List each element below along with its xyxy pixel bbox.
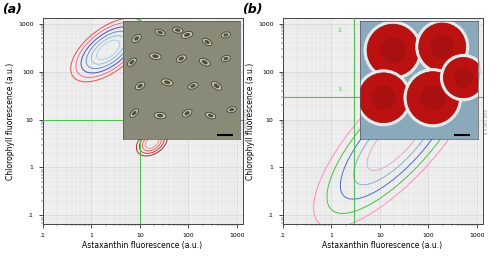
Ellipse shape — [175, 28, 180, 32]
Circle shape — [380, 37, 406, 63]
Ellipse shape — [128, 58, 136, 66]
Ellipse shape — [202, 60, 208, 64]
Circle shape — [364, 21, 422, 80]
Circle shape — [367, 24, 419, 76]
Text: 4: 4 — [172, 111, 175, 117]
Ellipse shape — [200, 58, 210, 66]
Ellipse shape — [204, 40, 210, 44]
Ellipse shape — [178, 57, 184, 61]
Ellipse shape — [152, 54, 158, 58]
Ellipse shape — [227, 107, 236, 113]
Ellipse shape — [214, 84, 220, 88]
Ellipse shape — [150, 53, 161, 60]
Ellipse shape — [184, 33, 190, 37]
Ellipse shape — [154, 112, 166, 119]
Ellipse shape — [130, 60, 134, 64]
Ellipse shape — [229, 108, 234, 111]
Circle shape — [407, 72, 459, 124]
Text: 3: 3 — [123, 111, 127, 117]
Text: (b): (b) — [242, 3, 263, 16]
Ellipse shape — [212, 82, 222, 90]
Ellipse shape — [190, 84, 196, 88]
Ellipse shape — [206, 112, 216, 119]
X-axis label: Astaxanthin fluorescence (a.u.): Astaxanthin fluorescence (a.u.) — [82, 241, 202, 250]
Text: 4.1 0E1 2O3: 4.1 0E1 2O3 — [486, 109, 490, 134]
Ellipse shape — [176, 55, 186, 62]
Ellipse shape — [138, 84, 143, 88]
Ellipse shape — [222, 55, 230, 62]
Ellipse shape — [164, 80, 170, 84]
Ellipse shape — [208, 114, 214, 117]
Circle shape — [371, 85, 396, 110]
Text: 4: 4 — [401, 87, 405, 92]
Ellipse shape — [132, 34, 141, 43]
Ellipse shape — [202, 38, 212, 46]
Ellipse shape — [130, 109, 138, 118]
Circle shape — [440, 54, 487, 101]
Text: C1 28E1 2O3: C1 28E1 2O3 — [246, 108, 250, 135]
Text: 1: 1 — [338, 28, 342, 34]
Ellipse shape — [162, 79, 173, 86]
Ellipse shape — [224, 57, 228, 60]
Circle shape — [419, 23, 466, 70]
Text: 1: 1 — [401, 28, 405, 34]
Ellipse shape — [188, 83, 198, 89]
Ellipse shape — [182, 109, 192, 117]
Text: 3: 3 — [338, 87, 342, 92]
Circle shape — [356, 69, 412, 126]
Ellipse shape — [224, 33, 228, 37]
Ellipse shape — [155, 29, 165, 36]
Y-axis label: Chlorophyll fluorescence (a.u.): Chlorophyll fluorescence (a.u.) — [246, 63, 255, 180]
Ellipse shape — [136, 82, 145, 90]
Ellipse shape — [158, 31, 163, 34]
Circle shape — [420, 85, 446, 111]
Circle shape — [454, 68, 473, 88]
Circle shape — [404, 68, 462, 127]
Y-axis label: Chlorophyll fluorescence (a.u.): Chlorophyll fluorescence (a.u.) — [6, 63, 15, 180]
X-axis label: Astaxanthin fluorescence (a.u.): Astaxanthin fluorescence (a.u.) — [322, 241, 442, 250]
Ellipse shape — [221, 32, 230, 38]
Ellipse shape — [134, 36, 139, 41]
Text: 1: 1 — [123, 28, 127, 34]
Ellipse shape — [184, 111, 190, 115]
Circle shape — [415, 19, 470, 74]
Ellipse shape — [172, 27, 183, 33]
Text: 0: 0 — [172, 28, 176, 34]
Ellipse shape — [132, 111, 136, 116]
Circle shape — [359, 73, 408, 123]
Circle shape — [444, 58, 484, 98]
Text: (a): (a) — [2, 3, 22, 16]
Circle shape — [430, 35, 454, 59]
Ellipse shape — [182, 31, 193, 38]
Ellipse shape — [157, 114, 164, 117]
